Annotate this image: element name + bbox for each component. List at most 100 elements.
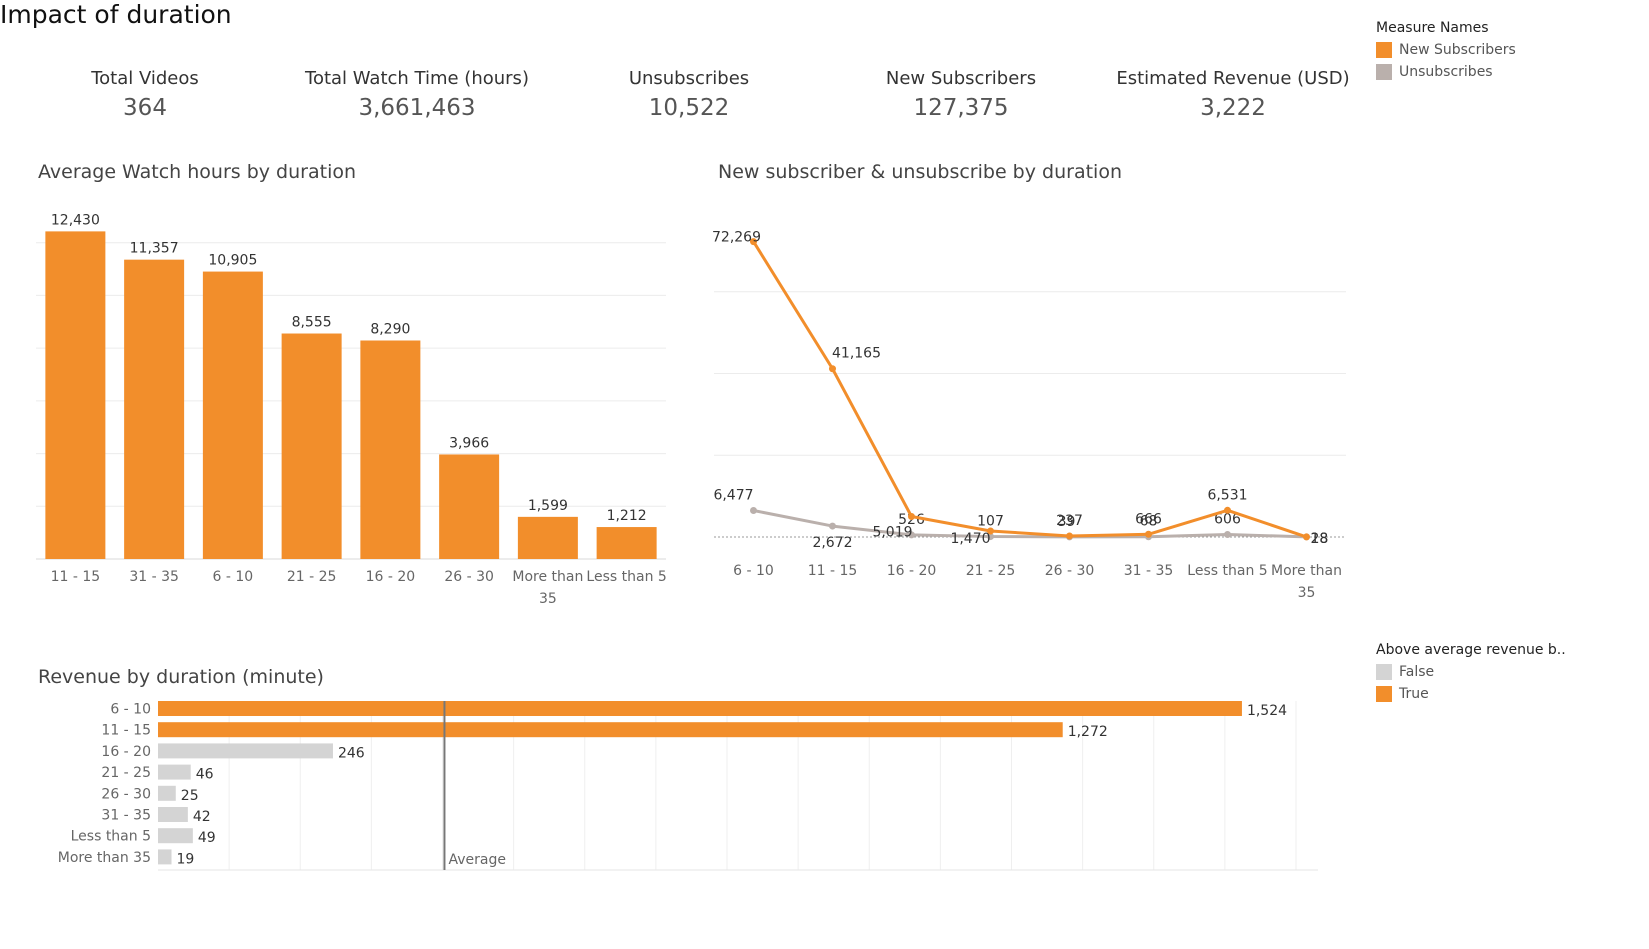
data-label: 1,524 [1247,703,1287,719]
legend-label: True [1399,686,1429,702]
bar [158,722,1063,738]
data-point [1224,506,1231,514]
data-label: 6,531 [1207,487,1247,503]
data-label: 49 [198,830,216,846]
legend-item-true[interactable]: True [1376,686,1566,702]
legend-title: Above average revenue b.. [1376,642,1566,658]
legend-swatch [1376,664,1392,680]
data-label: 72,269 [712,230,761,246]
data-point [1145,530,1152,538]
subscriber-chart-title: New subscriber & unsubscribe by duration [718,161,1122,183]
legend-title: Measure Names [1376,20,1489,36]
data-label: 1,470 [950,531,990,547]
series-line [752,240,1307,539]
data-label: 237 [1056,513,1083,529]
bar [45,231,106,559]
kpi-estimated-revenue: Estimated Revenue (USD) 3,222 [1113,68,1353,121]
y-tick-label: 6 - 10 [110,702,151,718]
kpi-total-videos: Total Videos 364 [25,68,265,121]
kpi-value: 3,661,463 [358,95,476,121]
bar [202,271,263,559]
bar [281,333,342,559]
bar [517,516,578,559]
y-tick-label: 21 - 25 [101,765,151,781]
kpi-label: Total Videos [91,68,199,89]
data-label: 3,966 [449,435,489,451]
watch-hours-chart-title: Average Watch hours by duration [38,161,357,183]
kpi-label: Estimated Revenue (USD) [1116,68,1350,89]
kpi-total-watch-time: Total Watch Time (hours) 3,661,463 [297,68,537,121]
x-tick-label: 21 - 25 [966,563,1016,579]
data-label: 68 [1140,514,1158,530]
data-label: 666 [1135,511,1162,527]
bar [158,828,193,844]
series-line [753,509,1307,539]
bar [596,527,657,559]
data-point [829,365,836,373]
bar [158,785,176,801]
kpi-unsubscribes: Unsubscribes 10,522 [569,68,809,121]
legend-item-unsubscribes[interactable]: Unsubscribes [1376,64,1516,80]
watch-hours-bar-chart: 12,430 11 - 15 11,357 31 - 35 10,905 6 - 10 8,… [36,212,667,607]
data-label: 39 [1058,514,1076,530]
data-label: 42 [193,809,211,825]
x-tick-label: 26 - 30 [444,569,494,585]
data-label: 2,672 [812,535,852,551]
data-label: 1,272 [1068,724,1108,740]
data-label: 12,430 [51,212,100,228]
x-tick-label: More than [1271,563,1342,579]
legend-label: New Subscribers [1399,42,1516,58]
x-tick-label: 16 - 20 [887,563,937,579]
bar [360,340,421,559]
subscriber-line-chart: 6 - 10 11 - 15 16 - 20 21 - 25 26 - 30 31 - 3… [712,230,1346,601]
data-label: 18 [1311,531,1329,547]
x-tick-label: 35 [539,591,557,607]
y-tick-label: Less than 5 [71,829,151,845]
x-tick-label: Less than 5 [586,569,666,585]
bar [439,454,500,559]
y-tick-label: 16 - 20 [101,744,151,760]
legend-item-false[interactable]: False [1376,664,1566,680]
data-label: 8,555 [292,315,332,331]
y-tick-label: 31 - 35 [101,808,151,824]
data-label: 41,165 [832,346,881,362]
data-label: 606 [1214,512,1241,528]
bar [158,701,1242,716]
kpi-value: 10,522 [648,95,730,121]
x-tick-label: 11 - 15 [808,563,858,579]
data-point [1303,533,1310,541]
legend-item-new-subscribers[interactable]: New Subscribers [1376,42,1516,58]
revenue-horizontal-bar-chart: 6 - 10 1,524 11 - 15 1,272 16 - 20 246 21 - 25… [58,701,1318,871]
kpi-label: Total Watch Time (hours) [305,68,529,89]
data-point [829,522,836,530]
data-label: 1,212 [607,508,647,524]
legend-swatch [1376,64,1392,80]
data-point [1066,532,1073,540]
y-tick-label: 26 - 30 [101,786,151,802]
data-label: 1,599 [528,498,568,514]
x-tick-label: 35 [1298,585,1316,601]
data-point [908,512,915,520]
data-label: 10,905 [208,253,257,269]
legend-above-average-revenue: Above average revenue b.. False True [1376,642,1566,708]
data-label: 46 [196,767,214,783]
x-tick-label: 31 - 35 [1124,563,1174,579]
bar [158,849,172,865]
x-tick-label: 6 - 10 [733,563,774,579]
legend-swatch [1376,42,1392,58]
data-label: 246 [338,745,365,761]
kpi-new-subscribers: New Subscribers 127,375 [841,68,1081,121]
bar [158,764,191,780]
kpi-value: 3,222 [1200,95,1266,121]
data-point [987,527,994,535]
x-tick-label: 6 - 10 [213,569,254,585]
kpi-value: 127,375 [913,95,1009,121]
kpi-label: Unsubscribes [628,68,750,89]
data-label: 6,477 [713,488,753,504]
data-label: 25 [181,788,199,804]
data-point [908,531,915,539]
legend-label: Unsubscribes [1399,64,1493,80]
x-tick-label: 16 - 20 [366,569,416,585]
data-point [750,238,757,246]
y-tick-label: More than 35 [58,850,151,866]
